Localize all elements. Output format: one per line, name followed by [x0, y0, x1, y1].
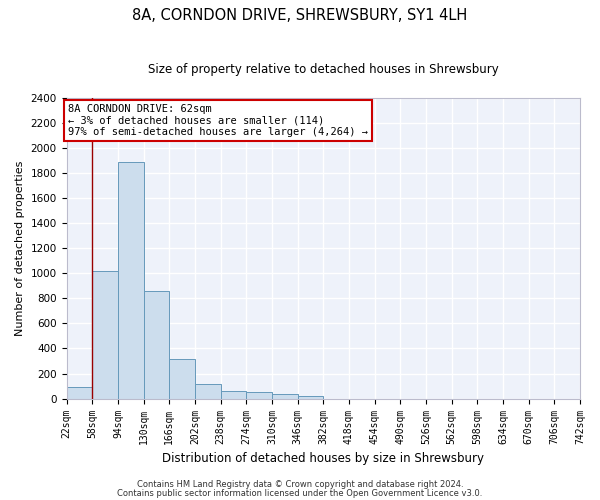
- Text: Contains public sector information licensed under the Open Government Licence v3: Contains public sector information licen…: [118, 488, 482, 498]
- Title: Size of property relative to detached houses in Shrewsbury: Size of property relative to detached ho…: [148, 62, 499, 76]
- Bar: [195, 384, 221, 398]
- Text: 8A CORNDON DRIVE: 62sqm
← 3% of detached houses are smaller (114)
97% of semi-de: 8A CORNDON DRIVE: 62sqm ← 3% of detached…: [68, 104, 368, 137]
- Text: 8A, CORNDON DRIVE, SHREWSBURY, SY1 4LH: 8A, CORNDON DRIVE, SHREWSBURY, SY1 4LH: [133, 8, 467, 22]
- Bar: [221, 391, 246, 398]
- Text: Contains HM Land Registry data © Crown copyright and database right 2024.: Contains HM Land Registry data © Crown c…: [137, 480, 463, 489]
- Bar: [143, 291, 169, 399]
- Bar: [92, 270, 118, 398]
- Bar: [272, 394, 298, 398]
- Bar: [118, 162, 143, 398]
- Bar: [246, 392, 272, 398]
- X-axis label: Distribution of detached houses by size in Shrewsbury: Distribution of detached houses by size …: [162, 452, 484, 465]
- Y-axis label: Number of detached properties: Number of detached properties: [15, 160, 25, 336]
- Bar: [67, 388, 92, 398]
- Bar: [169, 359, 195, 399]
- Bar: [298, 396, 323, 398]
